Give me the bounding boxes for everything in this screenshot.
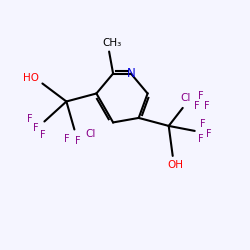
Text: F: F [204, 101, 210, 111]
Text: F: F [32, 124, 38, 134]
Text: Cl: Cl [180, 93, 191, 103]
Text: F: F [194, 101, 200, 111]
Text: OH: OH [168, 160, 184, 170]
Text: F: F [26, 114, 32, 124]
Text: Cl: Cl [85, 130, 96, 140]
Text: F: F [198, 91, 203, 101]
Text: N: N [126, 67, 135, 80]
Text: HO: HO [24, 74, 40, 84]
Text: F: F [206, 129, 212, 139]
Text: F: F [200, 119, 205, 129]
Text: F: F [198, 134, 203, 144]
Text: F: F [40, 130, 45, 140]
Text: F: F [64, 134, 69, 144]
Text: CH₃: CH₃ [102, 38, 122, 48]
Text: F: F [74, 136, 80, 146]
